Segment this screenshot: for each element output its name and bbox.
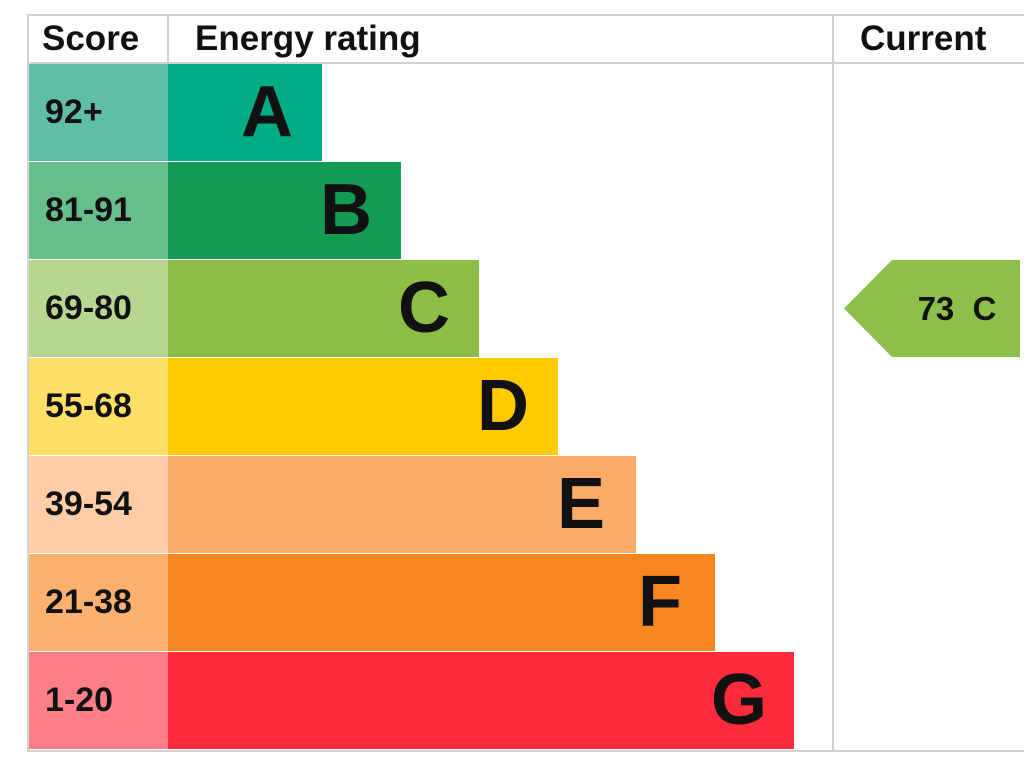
score-cell-g: 1-20 xyxy=(29,652,168,749)
band-letter-b: B xyxy=(320,170,372,250)
band-bar-f xyxy=(168,554,715,651)
energy-rating-header: Energy rating xyxy=(195,19,421,58)
score-cell-f: 21-38 xyxy=(29,554,168,651)
band-bar-a xyxy=(168,64,322,161)
current-rating-label: 73 C xyxy=(917,289,997,327)
frame-bottom-line xyxy=(27,750,1024,752)
score-cell-b: 81-91 xyxy=(29,162,168,259)
score-cell-a: 92+ xyxy=(29,64,168,161)
frame-current-divider xyxy=(832,14,834,752)
frame-header-divider xyxy=(27,62,1024,64)
band-bar-e xyxy=(168,456,636,553)
frame-top-line xyxy=(27,14,1024,16)
band-bar-c xyxy=(168,260,479,357)
score-cell-d: 55-68 xyxy=(29,358,168,455)
band-bar-g xyxy=(168,652,794,749)
band-letter-g: G xyxy=(710,660,767,740)
score-cell-e: 39-54 xyxy=(29,456,168,553)
frame-left-line xyxy=(27,14,29,752)
band-letter-c: C xyxy=(398,268,450,348)
current-header: Current xyxy=(860,19,987,58)
band-letter-a: A xyxy=(241,72,293,152)
band-letter-e: E xyxy=(556,464,606,544)
band-bar-d xyxy=(168,358,558,455)
score-header: Score xyxy=(42,19,140,58)
band-bar-b xyxy=(168,162,401,259)
band-letter-f: F xyxy=(638,562,682,642)
score-cell-c: 69-80 xyxy=(29,260,168,357)
band-letter-d: D xyxy=(477,366,529,446)
frame-score-divider xyxy=(167,14,169,64)
